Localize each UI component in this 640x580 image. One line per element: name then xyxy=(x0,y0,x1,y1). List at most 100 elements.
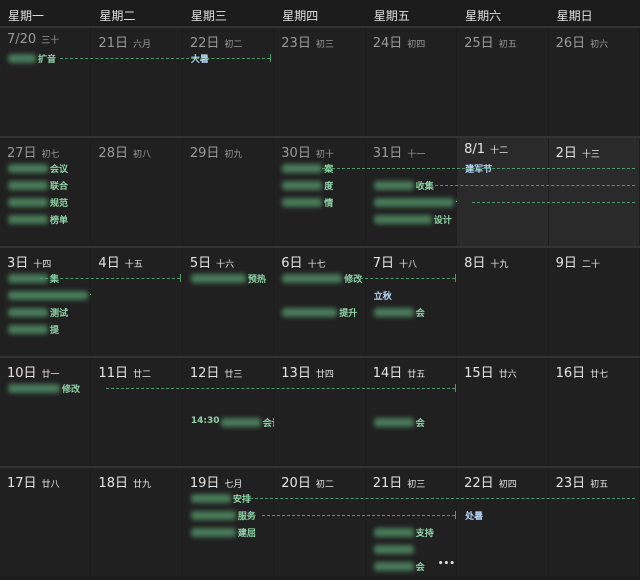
day-cell[interactable] xyxy=(365,28,457,136)
redacted-text xyxy=(8,198,48,207)
event-span xyxy=(360,278,455,279)
lunar-date: 初五 xyxy=(590,480,609,490)
event[interactable]: 度 xyxy=(324,182,334,192)
redacted-text xyxy=(190,274,246,283)
redacted-text xyxy=(373,562,414,571)
event[interactable]: 提 xyxy=(50,326,60,336)
redacted-text xyxy=(373,528,414,537)
day-cell[interactable] xyxy=(274,468,365,576)
event-span xyxy=(245,498,635,499)
day-cell[interactable] xyxy=(182,28,274,136)
event[interactable]: 集 xyxy=(50,275,60,285)
event[interactable]: 支持 xyxy=(415,529,434,539)
lunar-date: 十六 xyxy=(216,260,235,270)
day-cell[interactable] xyxy=(548,28,639,136)
day-date: 23日 初五 xyxy=(555,476,609,491)
more-events[interactable]: ••• xyxy=(437,559,455,569)
day-cell[interactable] xyxy=(457,138,548,246)
day-cell[interactable] xyxy=(0,468,91,576)
weekday: 星期三 xyxy=(190,9,227,23)
redacted-text xyxy=(190,494,231,503)
event[interactable]: 规范 xyxy=(50,199,69,209)
redacted-text xyxy=(373,308,414,317)
day-date: 23日 初三 xyxy=(281,36,334,51)
lunar-date: 初七 xyxy=(41,150,60,160)
day-date: 17日 廿八 xyxy=(7,476,60,491)
day-date: 21日 六月 xyxy=(98,36,151,51)
event[interactable]: 联合 xyxy=(50,182,69,192)
day-cell[interactable] xyxy=(365,358,457,466)
day-cell[interactable] xyxy=(91,138,182,246)
redacted-text xyxy=(220,418,261,427)
day-cell[interactable] xyxy=(548,358,639,466)
lunar-date: 二十 xyxy=(581,260,600,270)
event[interactable]: 案 xyxy=(324,165,334,175)
event[interactable]: 会 xyxy=(415,309,425,319)
event[interactable]: 会议 xyxy=(262,419,281,429)
day-date: 2日 十三 xyxy=(555,146,600,161)
redacted-text xyxy=(373,215,432,224)
event[interactable]: 服务 xyxy=(237,512,256,522)
day-cell[interactable] xyxy=(182,358,274,466)
day-cell[interactable] xyxy=(182,248,274,356)
day-cell[interactable] xyxy=(0,138,91,246)
event[interactable]: 会议 xyxy=(50,165,69,175)
day-cell[interactable] xyxy=(274,28,365,136)
redacted-text xyxy=(373,418,414,427)
day-cell[interactable] xyxy=(91,248,182,356)
event[interactable]: 收集 xyxy=(415,182,434,192)
event[interactable]: 提升 xyxy=(339,309,358,319)
day-cell[interactable] xyxy=(0,28,91,136)
day-cell[interactable] xyxy=(91,468,182,576)
lunar-date: 廿一 xyxy=(41,370,60,380)
event[interactable]: 扩音 xyxy=(38,55,57,65)
day-cell[interactable] xyxy=(457,468,548,576)
day-cell[interactable] xyxy=(365,248,457,356)
day-cell[interactable] xyxy=(91,28,182,136)
lunar-date: 初六 xyxy=(590,40,609,50)
event[interactable]: 安排 xyxy=(232,495,251,505)
lunar-date: 廿二 xyxy=(132,370,151,380)
day-cell[interactable] xyxy=(274,138,365,246)
day-date: 25日 初五 xyxy=(464,36,517,51)
day-cell[interactable] xyxy=(182,138,274,246)
day-date: 28日 初八 xyxy=(98,146,151,161)
day-cell[interactable] xyxy=(182,468,274,576)
event[interactable]: 建屈 xyxy=(237,529,256,539)
event[interactable]: 情 xyxy=(324,199,334,209)
event[interactable]: 修改 xyxy=(344,275,363,285)
day-cell[interactable] xyxy=(0,248,91,356)
day-cell[interactable] xyxy=(457,248,548,356)
day-cell[interactable] xyxy=(548,248,639,356)
day-cell[interactable] xyxy=(0,358,91,466)
weekday: 星期五 xyxy=(373,9,410,23)
day-date: 9日 二十 xyxy=(555,256,600,271)
event[interactable]: 榜单 xyxy=(50,216,69,226)
day-cell[interactable] xyxy=(274,248,365,356)
redacted-text xyxy=(8,384,60,393)
event[interactable]: 修改 xyxy=(62,385,81,395)
event[interactable]: 会 xyxy=(415,419,425,429)
day-cell[interactable] xyxy=(365,468,457,576)
day-cell[interactable] xyxy=(91,358,182,466)
day-cell[interactable] xyxy=(457,28,548,136)
event[interactable]: 预热 xyxy=(247,275,266,285)
lunar-date: 初五 xyxy=(498,40,517,50)
day-cell[interactable] xyxy=(548,468,639,576)
event[interactable]: 会 xyxy=(415,563,425,573)
event[interactable]: 测试 xyxy=(50,309,69,319)
day-date: 11日 廿二 xyxy=(98,366,151,381)
day-date: 14日 廿五 xyxy=(372,366,426,381)
day-cell[interactable] xyxy=(457,358,548,466)
row-separator xyxy=(0,136,640,138)
lunar-date: 初四 xyxy=(498,480,517,490)
lunar-date: 十三 xyxy=(581,150,600,160)
event[interactable]: 设计 xyxy=(433,216,452,226)
day-cell[interactable] xyxy=(365,138,457,246)
lunar-date: 初三 xyxy=(315,40,334,50)
redacted-text xyxy=(282,274,343,283)
lunar-date: 廿四 xyxy=(315,370,334,380)
day-cell[interactable] xyxy=(274,358,365,466)
redacted-text xyxy=(8,291,88,300)
day-cell[interactable] xyxy=(548,138,639,246)
